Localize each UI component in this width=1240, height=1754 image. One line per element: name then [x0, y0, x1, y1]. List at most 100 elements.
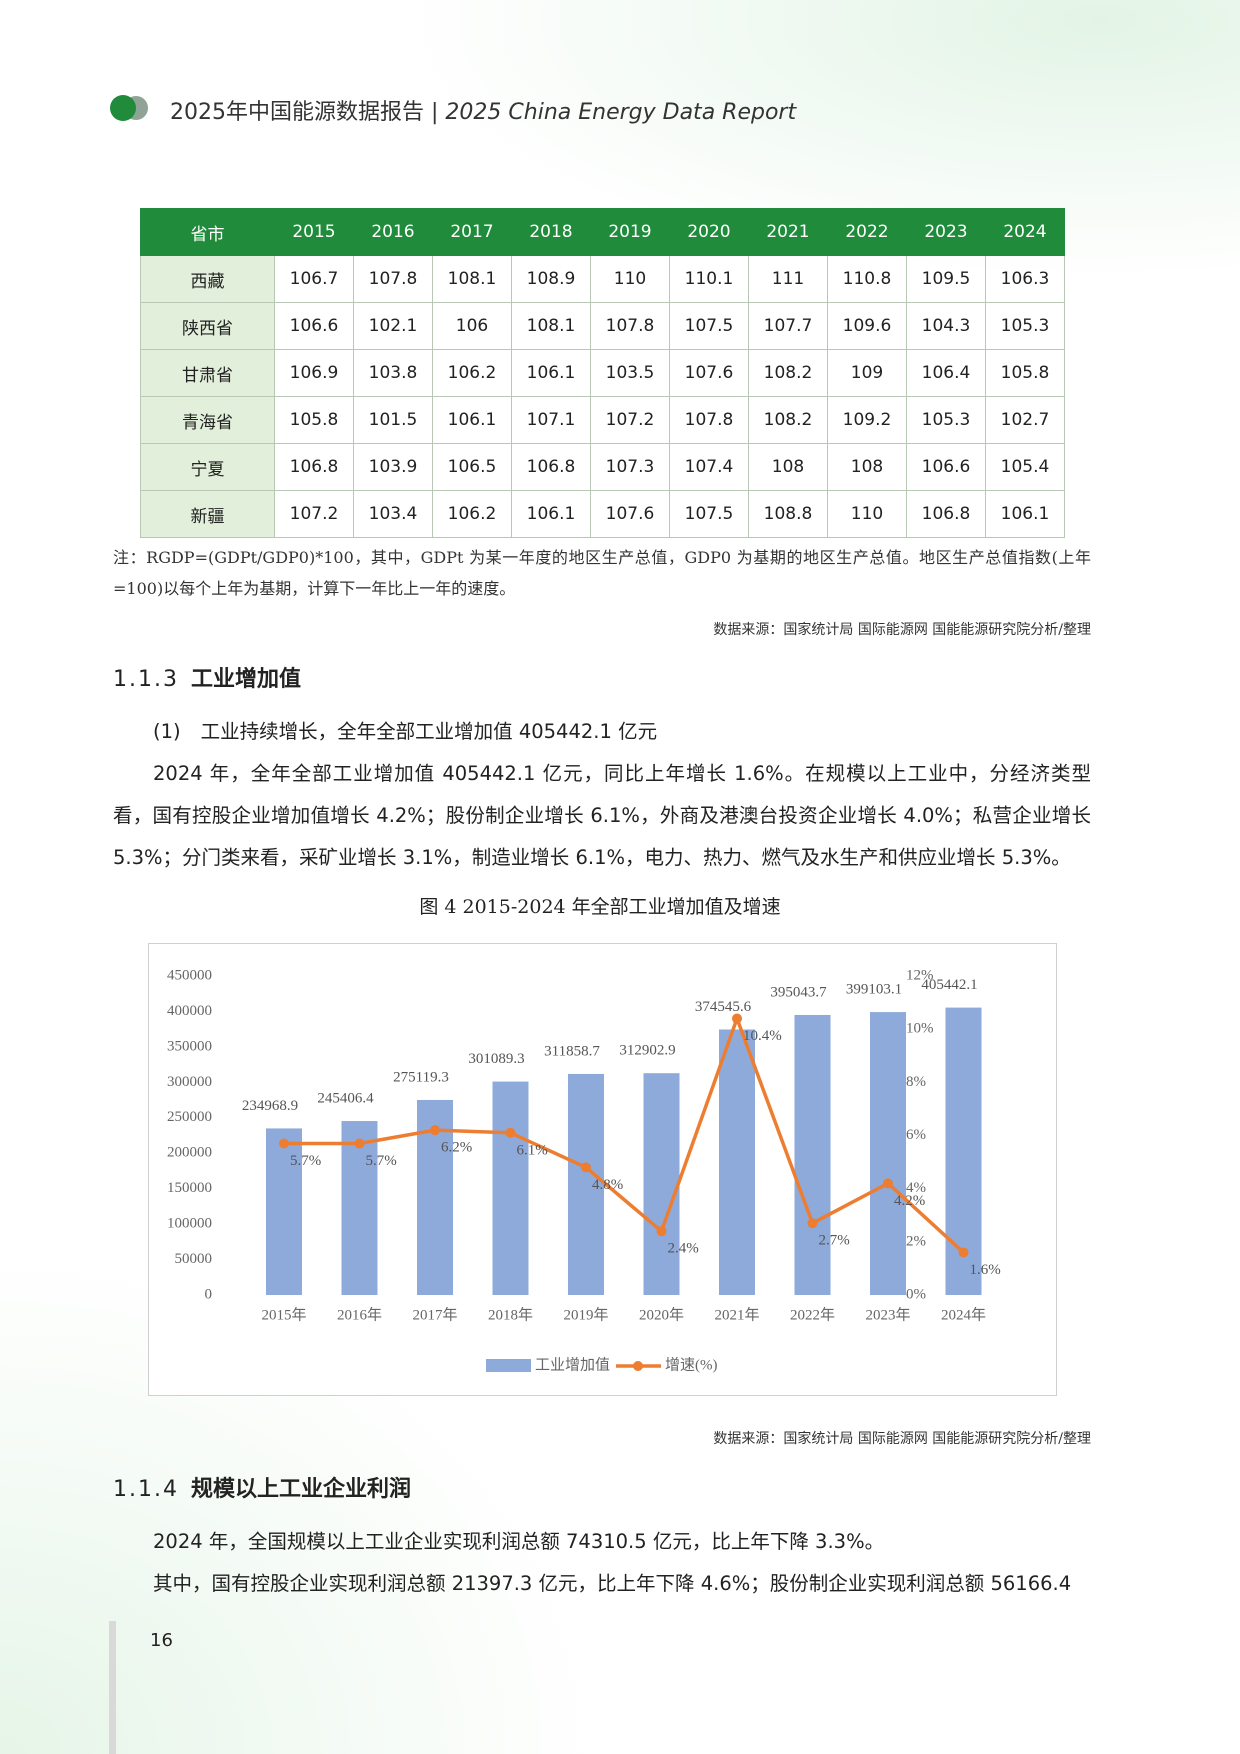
cell: 109.5: [906, 255, 986, 303]
cell: 108.9: [511, 255, 591, 303]
bar-value-label: 234968.9: [242, 1098, 298, 1114]
header-cell: 2023: [906, 208, 986, 256]
x-tick-label: 2018年: [488, 1306, 533, 1323]
header-title-cn: 2025年中国能源数据报告: [170, 100, 424, 125]
cell: 107.2: [274, 490, 354, 538]
line-value-label: 6.1%: [517, 1142, 548, 1158]
bar: [870, 1012, 906, 1295]
bar-value-label: 405442.1: [921, 977, 977, 993]
paragraph-line: 其中，国有控股企业实现利润总额 21397.3 亿元，比上年下降 4.6%；股份…: [153, 1572, 1072, 1595]
item-number: (1): [153, 720, 181, 743]
cell: 108.2: [748, 349, 828, 397]
header-cell: 2018: [511, 208, 591, 256]
line-value-label: 5.7%: [366, 1153, 397, 1169]
cell: 107.1: [511, 396, 591, 444]
cell: 110.8: [827, 255, 907, 303]
line-marker: [581, 1162, 591, 1173]
cell: 108.2: [748, 396, 828, 444]
y-tick-label: 200000: [167, 1145, 212, 1161]
header-cell: 2024: [985, 208, 1065, 256]
cell: 107.5: [669, 490, 749, 538]
bar: [341, 1121, 378, 1295]
x-tick-label: 2015年: [261, 1306, 306, 1323]
row-label: 宁夏: [140, 443, 275, 491]
cell: 105.3: [985, 302, 1065, 350]
header-cell: 2017: [432, 208, 512, 256]
cell: 110.1: [669, 255, 749, 303]
cell: 107.3: [590, 443, 670, 491]
cell: 106.5: [432, 443, 512, 491]
line-value-label: 6.2%: [441, 1140, 472, 1156]
line-value-label: 1.6%: [970, 1262, 1001, 1278]
y-tick-label: 350000: [167, 1038, 212, 1054]
y2-tick-label: 10%: [906, 1021, 934, 1037]
y2-tick-label: 2%: [906, 1233, 926, 1249]
cell: 108.8: [748, 490, 828, 538]
y-tick-label: 150000: [167, 1180, 212, 1196]
cell: 105.4: [985, 443, 1065, 491]
bar-value-label: 301089.3: [468, 1051, 524, 1067]
row-label: 陕西省: [140, 302, 275, 350]
cell: 108: [827, 443, 907, 491]
bar: [492, 1081, 529, 1295]
cell: 106.2: [432, 349, 512, 397]
cell: 102.1: [353, 302, 433, 350]
source: 数据来源：国家统计局 国际能源网 国能能源研究院分析/整理: [713, 1431, 1091, 1447]
cell: 105.8: [274, 396, 354, 444]
x-tick-label: 2023年: [865, 1306, 910, 1323]
bar-value-label: 275119.3: [393, 1069, 449, 1085]
header-cell: 2021: [748, 208, 828, 256]
cell: 106.2: [432, 490, 512, 538]
y2-tick-label: 0%: [906, 1286, 926, 1302]
y-tick-label: 50000: [175, 1251, 213, 1267]
cell: 102.7: [985, 396, 1065, 444]
cell: 103.4: [353, 490, 433, 538]
line-value-label: 5.7%: [290, 1153, 321, 1169]
section-number: 1.1.4: [113, 1477, 179, 1502]
bar: [643, 1073, 680, 1295]
cell: 108: [748, 443, 828, 491]
line-marker: [656, 1226, 667, 1237]
header-cell: 省市: [140, 208, 275, 256]
y-tick-label: 300000: [167, 1074, 212, 1090]
cell: 106.3: [985, 255, 1065, 303]
legend-marker: [633, 1361, 644, 1371]
line-marker: [883, 1178, 893, 1189]
legend-swatch: [486, 1359, 531, 1372]
cell: 106: [432, 302, 512, 350]
row-label: 西藏: [140, 255, 275, 303]
cell: 104.3: [906, 302, 986, 350]
cell: 107.2: [590, 396, 670, 444]
legend-label: 增速(%): [665, 1356, 718, 1373]
x-tick-label: 2024年: [941, 1306, 986, 1323]
y-tick-label: 100000: [167, 1216, 212, 1232]
line-marker: [732, 1013, 742, 1024]
line-marker: [958, 1247, 969, 1258]
cell: 109.6: [827, 302, 907, 350]
cell: 101.5: [353, 396, 433, 444]
page-number: 16: [150, 1630, 173, 1651]
row-label: 甘肃省: [140, 349, 275, 397]
line-marker: [807, 1218, 818, 1229]
header-title-en: 2025 China Energy Data Report: [445, 100, 797, 125]
y-tick-label: 250000: [167, 1109, 212, 1125]
bar-value-label: 395043.7: [770, 984, 827, 1000]
section-heading: 1.1.4 规模以上工业企业利润: [113, 1471, 411, 1503]
chart: 0 50000 100000 150000 200000 250000 300000 3500…: [167, 967, 1001, 1373]
cell: 107.8: [590, 302, 670, 350]
y2-tick-label: 4%: [906, 1180, 926, 1196]
bar-value-label: 399103.1: [846, 982, 902, 998]
x-tick-label: 2020年: [639, 1306, 684, 1323]
cell: 105.3: [906, 396, 986, 444]
cell: 106.1: [511, 490, 591, 538]
line: [284, 1013, 965, 1254]
source: 数据来源：国家统计局 国际能源网 国能能源研究院分析/整理: [713, 622, 1091, 638]
line-marker: [279, 1138, 289, 1149]
cell: 106.1: [511, 349, 591, 397]
line-value-label: 4.2%: [894, 1193, 925, 1209]
header-cell: 2020: [669, 208, 749, 256]
paragraph-line: 2024 年，全国规模以上工业企业实现利润总额 74310.5 亿元，比上年下降…: [153, 1530, 885, 1553]
line-value-label: 2.7%: [819, 1233, 850, 1249]
cell: 107.5: [669, 302, 749, 350]
